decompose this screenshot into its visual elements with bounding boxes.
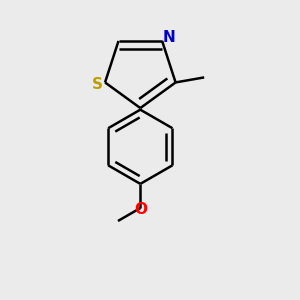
Text: O: O: [134, 202, 147, 217]
Text: N: N: [163, 30, 175, 45]
Text: S: S: [92, 76, 103, 92]
